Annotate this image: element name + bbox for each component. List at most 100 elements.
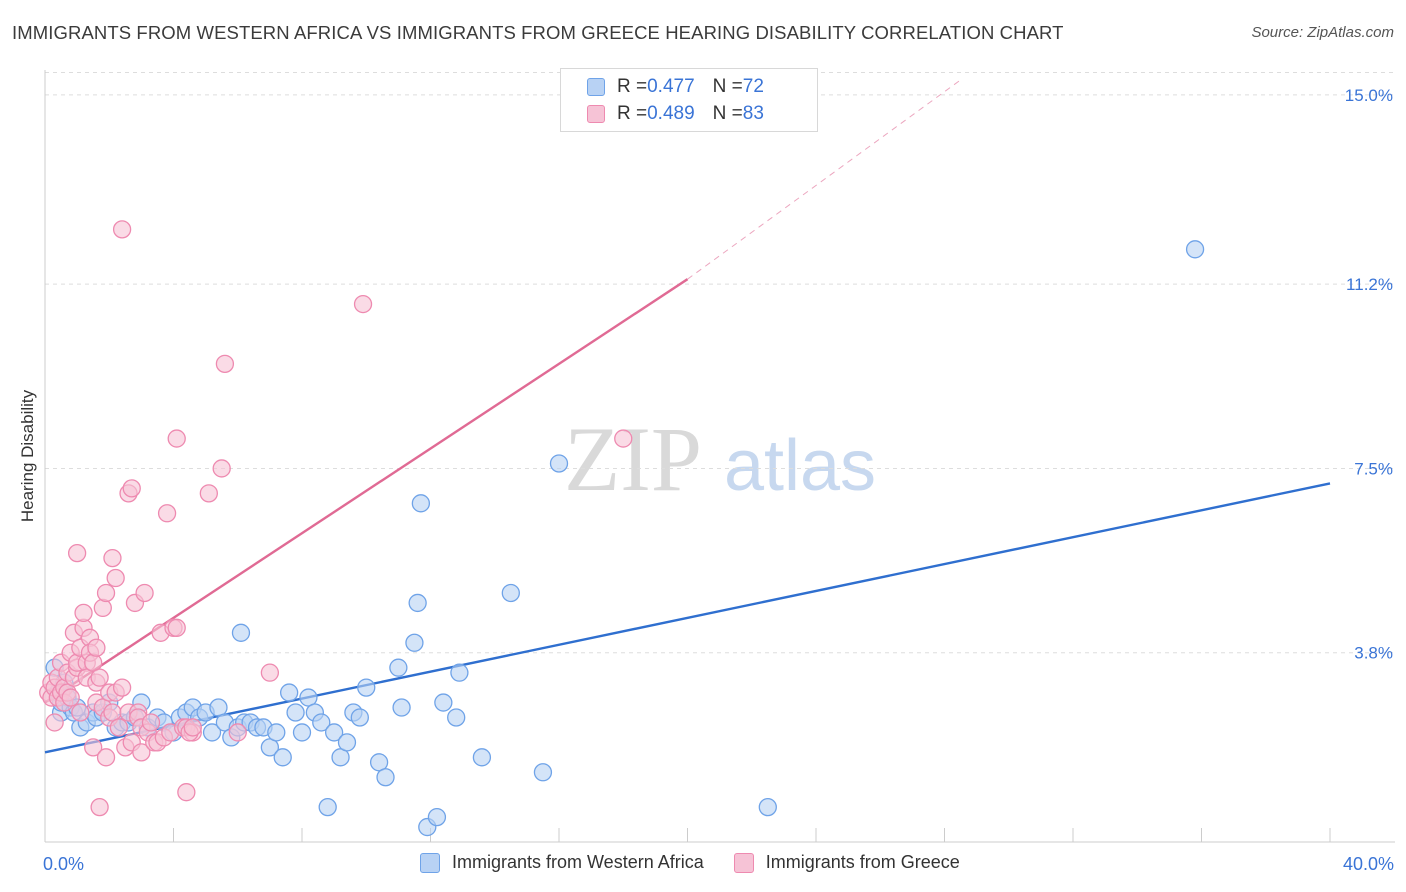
point-western-africa: [312, 713, 331, 732]
legend-label-western-africa: Immigrants from Western Africa: [452, 852, 704, 872]
point-western-africa: [389, 658, 408, 677]
point-western-africa: [408, 593, 427, 613]
point-greece: [157, 504, 177, 523]
y-tick-label: 15.0%: [1345, 86, 1393, 105]
grid-lines: [45, 71, 1395, 654]
point-greece: [74, 603, 93, 623]
point-greece: [167, 618, 186, 637]
point-greece: [106, 568, 125, 588]
point-western-africa: [411, 494, 431, 513]
data-points: [39, 220, 1205, 837]
point-greece: [87, 638, 106, 657]
chart-title: IMMIGRANTS FROM WESTERN AFRICA VS IMMIGR…: [12, 22, 1064, 43]
point-western-africa: [286, 703, 305, 722]
point-western-africa: [337, 733, 357, 752]
x-tick-label: 0.0%: [43, 854, 84, 874]
point-western-africa: [1185, 240, 1205, 259]
watermark-zip: ZIP: [564, 408, 702, 510]
point-western-africa: [434, 693, 453, 712]
legend-swatch-western-africa: [587, 78, 605, 96]
legend-swatch-western-africa: [420, 852, 440, 873]
y-tick-label: 11.2%: [1346, 275, 1393, 294]
r-label: R =: [617, 76, 648, 97]
point-greece: [122, 479, 141, 498]
point-western-africa: [231, 623, 251, 642]
trend-line-greece-extension: [687, 79, 961, 280]
point-greece: [112, 220, 132, 239]
point-greece: [228, 723, 247, 742]
point-western-africa: [758, 797, 777, 817]
point-greece: [90, 668, 109, 687]
point-greece: [67, 543, 87, 563]
stats-row-greece: R = 0.489 N = 83: [587, 102, 764, 126]
point-greece: [45, 713, 64, 732]
point-western-africa: [318, 797, 337, 817]
point-greece: [177, 783, 196, 802]
point-greece: [103, 548, 122, 568]
legend-swatch-greece: [733, 852, 754, 873]
point-western-africa: [472, 748, 492, 767]
point-greece: [212, 459, 231, 478]
point-western-africa: [427, 807, 447, 827]
point-western-africa: [279, 683, 299, 702]
x-tick-label: 40.0%: [1343, 854, 1394, 874]
stats-legend: R = 0.477 N = 72 R = 0.489 N = 83: [560, 68, 818, 132]
point-greece: [93, 598, 112, 618]
point-western-africa: [350, 708, 369, 727]
legend-label-greece: Immigrants from Greece: [765, 852, 960, 872]
point-western-africa: [273, 748, 292, 767]
point-greece: [96, 583, 116, 603]
point-western-africa: [447, 708, 466, 727]
source-label: Source: ZipAtlas.com: [1251, 24, 1394, 41]
point-western-africa: [324, 723, 344, 742]
tick-labels: 3.8% 7.5% 11.2% 15.0% 0.0% 40.0%: [43, 86, 1394, 874]
n-label: N =: [712, 76, 743, 97]
r-value: 0.489: [647, 103, 695, 124]
stats-row-western-africa: R = 0.477 N = 72: [587, 75, 764, 99]
legend-item-western-africa[interactable]: Immigrants from Western Africa: [420, 852, 704, 873]
legend-swatch-greece: [587, 105, 605, 123]
y-axis-label: Hearing Disability: [18, 389, 37, 523]
r-label: R =: [617, 103, 648, 124]
series-legend: Immigrants from Western Africa Immigrant…: [420, 852, 990, 873]
point-western-africa: [533, 763, 553, 782]
y-tick-label: 7.5%: [1354, 459, 1393, 478]
point-greece: [199, 484, 218, 503]
point-western-africa: [392, 698, 411, 717]
point-greece: [260, 663, 280, 682]
point-western-africa: [376, 768, 395, 787]
y-tick-label: 3.8%: [1354, 644, 1393, 663]
point-western-africa: [202, 723, 222, 742]
point-western-africa: [267, 723, 286, 742]
legend-item-greece[interactable]: Immigrants from Greece: [733, 852, 960, 873]
n-label: N =: [712, 103, 743, 124]
point-western-africa: [357, 678, 376, 697]
point-greece: [353, 294, 373, 314]
point-greece: [183, 718, 202, 737]
trend-line-western-africa: [44, 482, 1331, 754]
r-value: 0.477: [647, 76, 695, 97]
point-greece: [135, 583, 154, 603]
point-greece: [61, 688, 80, 707]
point-greece: [112, 678, 132, 697]
point-greece: [141, 713, 161, 732]
point-greece: [109, 718, 129, 737]
point-greece: [132, 743, 151, 762]
point-greece: [96, 748, 116, 767]
point-greece: [71, 703, 90, 722]
point-western-africa: [292, 723, 312, 742]
point-greece: [167, 429, 186, 448]
n-value: 83: [742, 103, 764, 124]
point-western-africa: [450, 663, 469, 682]
point-western-africa: [501, 583, 520, 603]
point-greece: [90, 797, 109, 817]
watermark: ZIP atlas: [564, 408, 876, 510]
point-greece: [215, 354, 235, 374]
point-western-africa: [405, 633, 424, 652]
watermark-atlas: atlas: [724, 426, 876, 506]
point-greece: [614, 429, 633, 448]
point-western-africa: [549, 454, 569, 473]
n-value: 72: [742, 76, 764, 97]
point-greece: [84, 738, 103, 757]
